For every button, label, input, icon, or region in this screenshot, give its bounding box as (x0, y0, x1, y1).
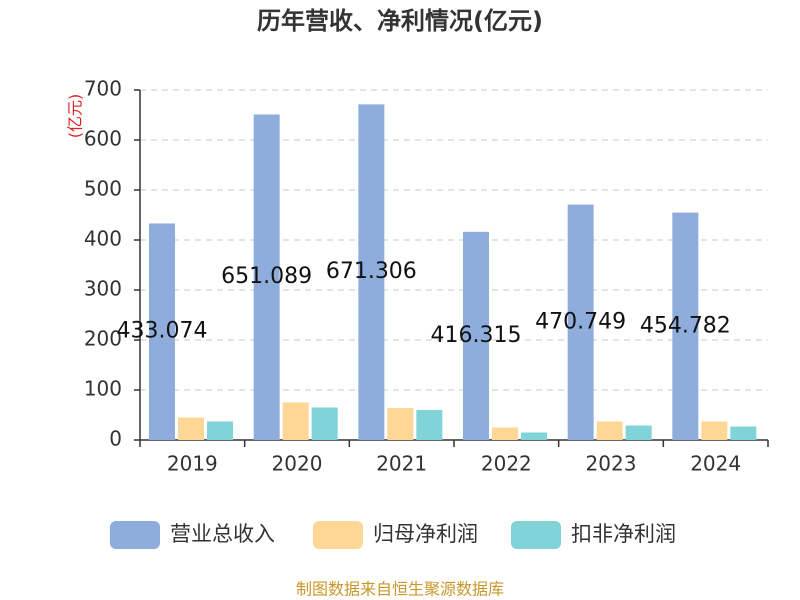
bar (387, 408, 414, 440)
y-tick-label: 300 (84, 277, 122, 301)
value-label: 651.089 (221, 264, 312, 289)
bar (596, 421, 623, 440)
bar (567, 204, 594, 440)
x-tick-label: 2020 (272, 452, 323, 476)
x-tick-label: 2021 (376, 452, 427, 476)
value-label: 454.782 (640, 313, 731, 338)
y-tick-label: 400 (84, 227, 122, 251)
y-tick-label: 600 (84, 127, 122, 151)
y-tick-label: 200 (84, 327, 122, 351)
bar (672, 212, 699, 440)
legend-swatch (110, 521, 160, 549)
bar (463, 231, 489, 440)
value-label: 671.306 (326, 259, 417, 284)
bar (253, 114, 280, 440)
bar (625, 425, 652, 440)
chart-title: 历年营收、净利情况(亿元) (257, 7, 543, 35)
bar (178, 417, 204, 440)
x-tick-label: 2023 (586, 452, 637, 476)
value-label: 416.315 (431, 323, 522, 348)
legend-label: 营业总收入 (170, 522, 275, 546)
y-axis-label: (亿元) (66, 94, 85, 139)
y-tick-label: 700 (84, 77, 122, 101)
bar (311, 407, 338, 440)
x-tick-label: 2022 (481, 452, 532, 476)
value-label: 470.749 (535, 309, 626, 334)
bar (207, 421, 233, 440)
bar (282, 402, 309, 440)
legend-label: 扣非净利润 (571, 522, 676, 546)
legend-swatch (313, 521, 363, 549)
bar (701, 421, 728, 440)
bar (416, 410, 443, 440)
y-tick-label: 0 (109, 427, 122, 451)
x-tick-label: 2019 (167, 452, 218, 476)
legend-label: 归母净利润 (373, 522, 478, 546)
bar (358, 104, 385, 441)
bar (492, 427, 518, 440)
bar (521, 432, 547, 440)
value-label: 433.074 (117, 319, 208, 344)
bar (730, 426, 757, 440)
x-tick-label: 2024 (690, 452, 741, 476)
bar (149, 223, 175, 440)
y-tick-label: 500 (84, 177, 122, 201)
source-note: 制图数据来自恒生聚源数据库 (296, 580, 504, 599)
legend-swatch (511, 521, 561, 549)
y-tick-label: 100 (84, 377, 122, 401)
